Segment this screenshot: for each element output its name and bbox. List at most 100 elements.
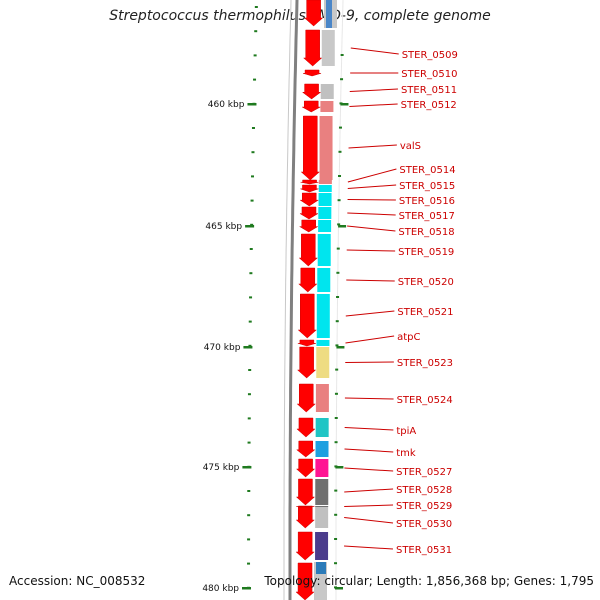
gene-label-line [344, 427, 394, 431]
minor-tick [249, 296, 253, 299]
gene-arrow [296, 440, 316, 458]
minor-tick [248, 369, 252, 371]
gene-arrow [298, 267, 318, 293]
gene-label: STER_0510 [401, 69, 457, 80]
genome-backbone-inner [283, 0, 292, 600]
minor-tick [338, 126, 342, 129]
gene-arrow [301, 83, 322, 100]
major-tick [242, 587, 252, 590]
category-block [315, 384, 329, 412]
gene-arrow [300, 184, 319, 193]
minor-tick [336, 271, 340, 274]
gene-label: valS [400, 141, 421, 152]
gene-arrow [297, 339, 316, 347]
minor-tick [337, 223, 341, 226]
gene-label: STER_0530 [396, 519, 452, 530]
gene-label: tmk [396, 448, 416, 459]
minor-tick [340, 54, 344, 56]
category-block [315, 479, 329, 505]
gene-label-line [349, 103, 398, 107]
gene-label-line [345, 335, 395, 344]
minor-tick [248, 344, 252, 347]
gene-label-line [347, 199, 396, 201]
major-tick [335, 587, 344, 590]
gene-label: STER_0517 [399, 211, 455, 222]
gene-label-line [345, 310, 395, 317]
major-tick [245, 225, 255, 228]
minor-tick [254, 6, 258, 8]
gene-label: STER_0512 [401, 100, 457, 111]
gene-label: STER_0519 [398, 247, 454, 258]
gene-arrow [298, 219, 319, 233]
gene-label: STER_0520 [398, 277, 454, 288]
gene-label: STER_0531 [396, 545, 452, 556]
category-block [318, 193, 332, 206]
minor-tick [337, 199, 341, 202]
gene-label: tpiA [396, 426, 416, 437]
gene-label-line [344, 448, 394, 453]
category-block [315, 507, 329, 528]
gene-label: STER_0528 [396, 485, 452, 496]
minor-tick [334, 417, 338, 419]
category-block [318, 185, 332, 192]
gene-label: STER_0523 [397, 358, 453, 369]
minor-tick [247, 514, 251, 517]
minor-tick [334, 562, 338, 565]
gene-arrow [295, 458, 316, 478]
minor-tick [248, 320, 252, 323]
minor-tick [335, 368, 339, 371]
minor-tick [335, 344, 339, 347]
category-block [320, 101, 334, 112]
gene-label: STER_0524 [397, 395, 453, 406]
minor-tick [334, 489, 338, 492]
minor-tick [338, 175, 342, 177]
minor-tick [335, 320, 339, 323]
category-block [316, 562, 326, 574]
coordinate-label: 470 kbp [204, 343, 241, 353]
minor-tick [251, 127, 255, 129]
gene-label: STER_0529 [396, 501, 452, 512]
gene-label: STER_0518 [398, 227, 454, 238]
minor-tick [254, 30, 258, 33]
genome-backbone [288, 0, 299, 600]
minor-tick [247, 490, 251, 492]
minor-tick [247, 417, 251, 420]
gene-label-line [348, 144, 397, 149]
gene-arrow [299, 192, 320, 207]
gene-arrow [303, 29, 323, 67]
category-block [316, 340, 330, 346]
major-tick [242, 466, 252, 469]
category-block [317, 268, 331, 292]
minor-tick [249, 272, 253, 275]
gene-label-line [347, 212, 396, 216]
major-tick [243, 346, 253, 349]
minor-tick [334, 538, 338, 540]
coordinate-label: 480 kbp [202, 584, 239, 594]
category-block [315, 418, 329, 437]
gene-label-line [344, 545, 394, 550]
accession-label: Accession: NC_008532 [9, 574, 146, 588]
category-block [319, 116, 333, 180]
category-block [316, 294, 330, 338]
minor-tick [251, 175, 255, 178]
gene-label-line [347, 168, 397, 183]
gene-label: STER_0516 [399, 196, 455, 207]
gene-label: STER_0511 [401, 85, 457, 96]
gene-arrow [303, 0, 324, 27]
gene-arrow [299, 206, 319, 220]
minor-tick [247, 562, 251, 565]
minor-tick [334, 392, 338, 395]
gene-arrow [295, 478, 316, 506]
minor-tick [336, 296, 340, 298]
major-tick [335, 466, 344, 469]
gene-label-line [346, 279, 395, 282]
category-block [318, 207, 332, 219]
gene-label-line [347, 225, 396, 232]
category-block [318, 180, 332, 184]
category-block [315, 441, 329, 457]
map-title: Streptococcus thermophilus LMD-9, comple… [109, 8, 491, 24]
gene-arrow [297, 293, 317, 339]
category-ring-edge [335, 0, 344, 600]
category-block [326, 0, 332, 28]
